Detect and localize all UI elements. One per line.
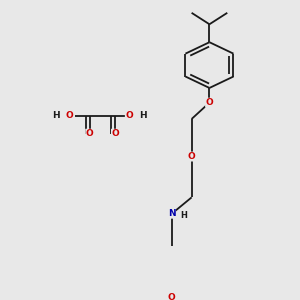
Text: N: N [168, 209, 176, 218]
Text: H: H [180, 211, 187, 220]
Text: O: O [111, 129, 119, 138]
Text: H: H [139, 111, 147, 120]
Text: O: O [206, 98, 213, 107]
Text: O: O [86, 129, 93, 138]
Text: O: O [168, 292, 176, 300]
Text: H: H [52, 111, 60, 120]
Text: O: O [66, 111, 74, 120]
Text: O: O [188, 152, 196, 161]
Text: O: O [125, 111, 133, 120]
